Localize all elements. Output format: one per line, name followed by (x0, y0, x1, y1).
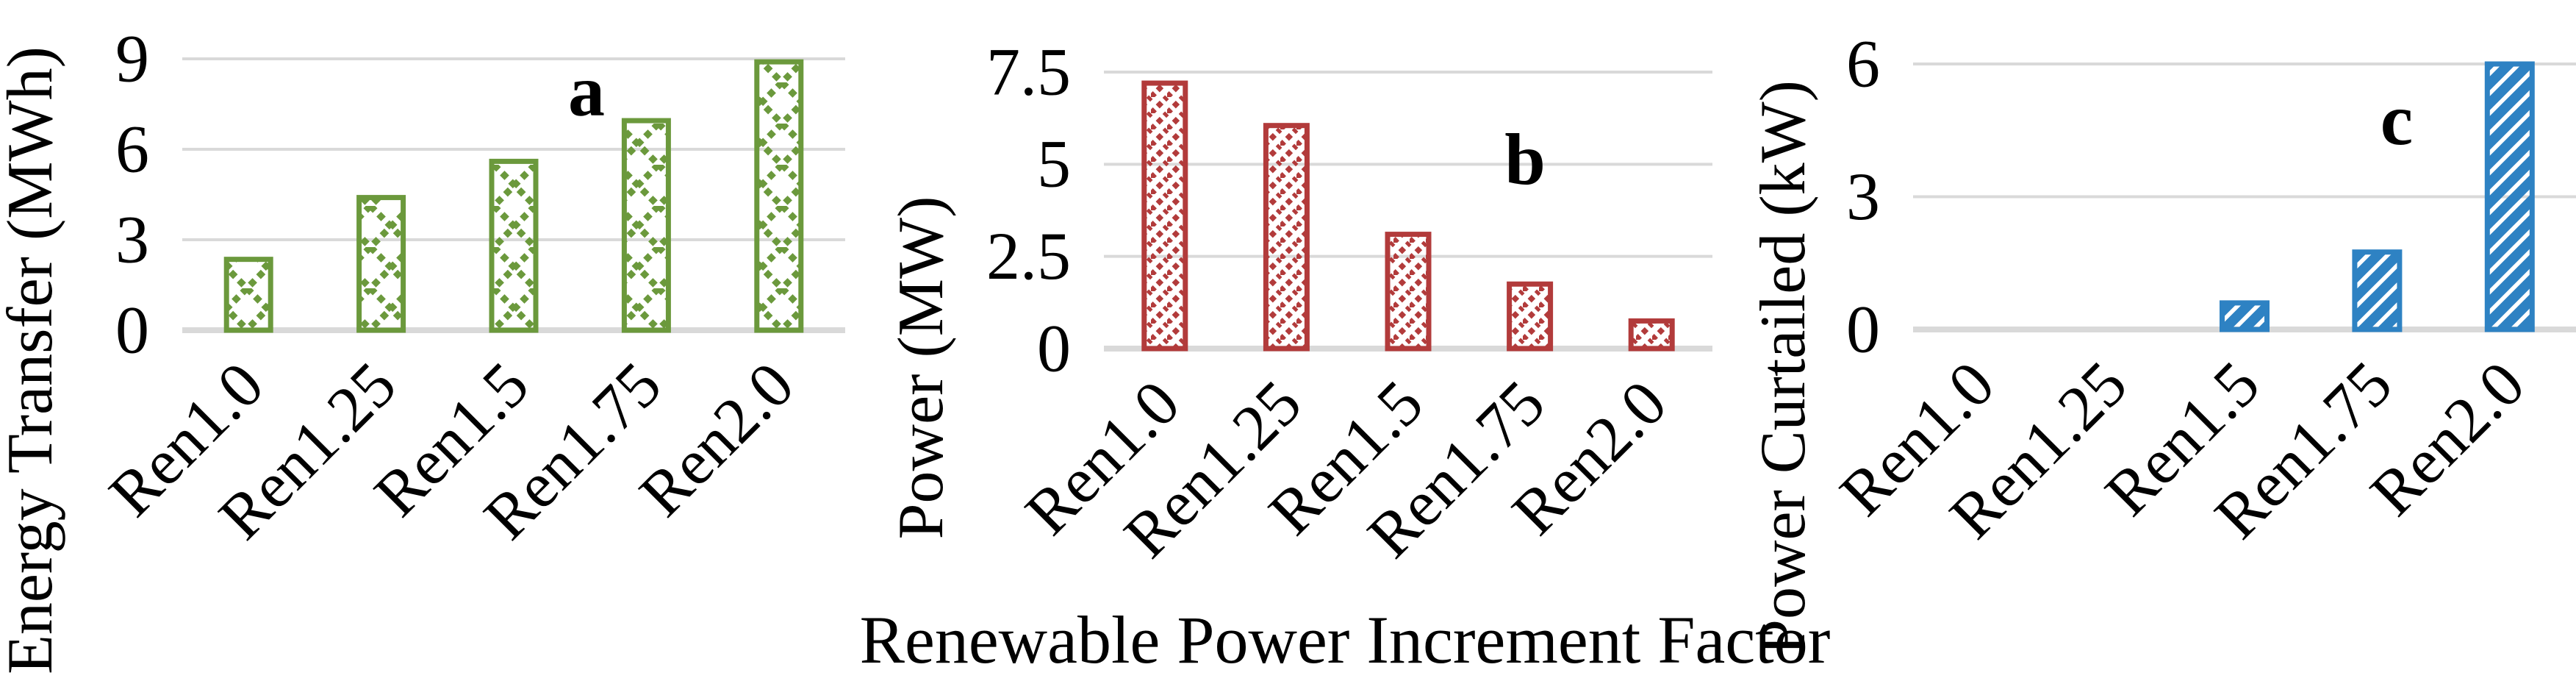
y-tick-label: 6 (1846, 26, 1880, 101)
bar-Ren1.0 (1141, 80, 1188, 352)
panel-letter-a: a (568, 50, 605, 132)
y-tick-label: 9 (115, 21, 149, 96)
y-tick-label: 7.5 (986, 34, 1071, 109)
chart-panel-a: 0369Ren1.0Ren1.25Ren1.5Ren1.75Ren2.0Ener… (0, 21, 845, 674)
category-label-Ren2.0: Ren2.0 (626, 349, 808, 531)
bar-Ren1.75 (621, 118, 671, 333)
y-tick-label: 5 (1037, 126, 1071, 202)
bar-Ren2.0 (754, 59, 804, 333)
y-tick-label: 0 (1037, 310, 1071, 385)
y-axis-title: Energy Transfer (MWh) (0, 46, 66, 674)
bar-Ren2.0 (1628, 318, 1675, 352)
y-tick-label: 0 (115, 292, 149, 367)
bar-Ren1.75 (2352, 249, 2403, 332)
panel-letter-c: c (2381, 79, 2413, 160)
bar-Ren1.25 (1263, 123, 1310, 352)
x-axis-title: Renewable Power Increment Factor (859, 602, 1831, 677)
y-tick-label: 3 (1846, 159, 1880, 234)
y-tick-label: 3 (115, 202, 149, 277)
y-axis-title: Power Curtailed (kW) (1748, 80, 1819, 655)
chart-panel-c: 036Ren1.0Ren1.25Ren1.5Ren1.75Ren2.0Power… (1748, 26, 2576, 655)
y-tick-label: 2.5 (986, 218, 1071, 293)
bar-Ren1.75 (1507, 281, 1554, 352)
y-tick-label: 6 (115, 111, 149, 186)
bar-Ren1.0 (223, 257, 273, 333)
bar-Ren2.0 (2484, 61, 2535, 332)
bar-Ren1.5 (1385, 232, 1432, 352)
bar-Ren1.25 (356, 195, 406, 333)
bar-Ren1.5 (489, 158, 539, 333)
category-label-Ren2.0: Ren2.0 (2357, 349, 2539, 530)
panel-letter-b: b (1504, 118, 1546, 200)
y-axis-title: Power (MW) (886, 196, 957, 540)
chart-panel-b: 02.557.5Ren1.0Ren1.25Ren1.5Ren1.75Ren2.0… (886, 34, 1712, 571)
bar-Ren1.5 (2220, 300, 2270, 332)
y-tick-label: 0 (1846, 291, 1880, 366)
